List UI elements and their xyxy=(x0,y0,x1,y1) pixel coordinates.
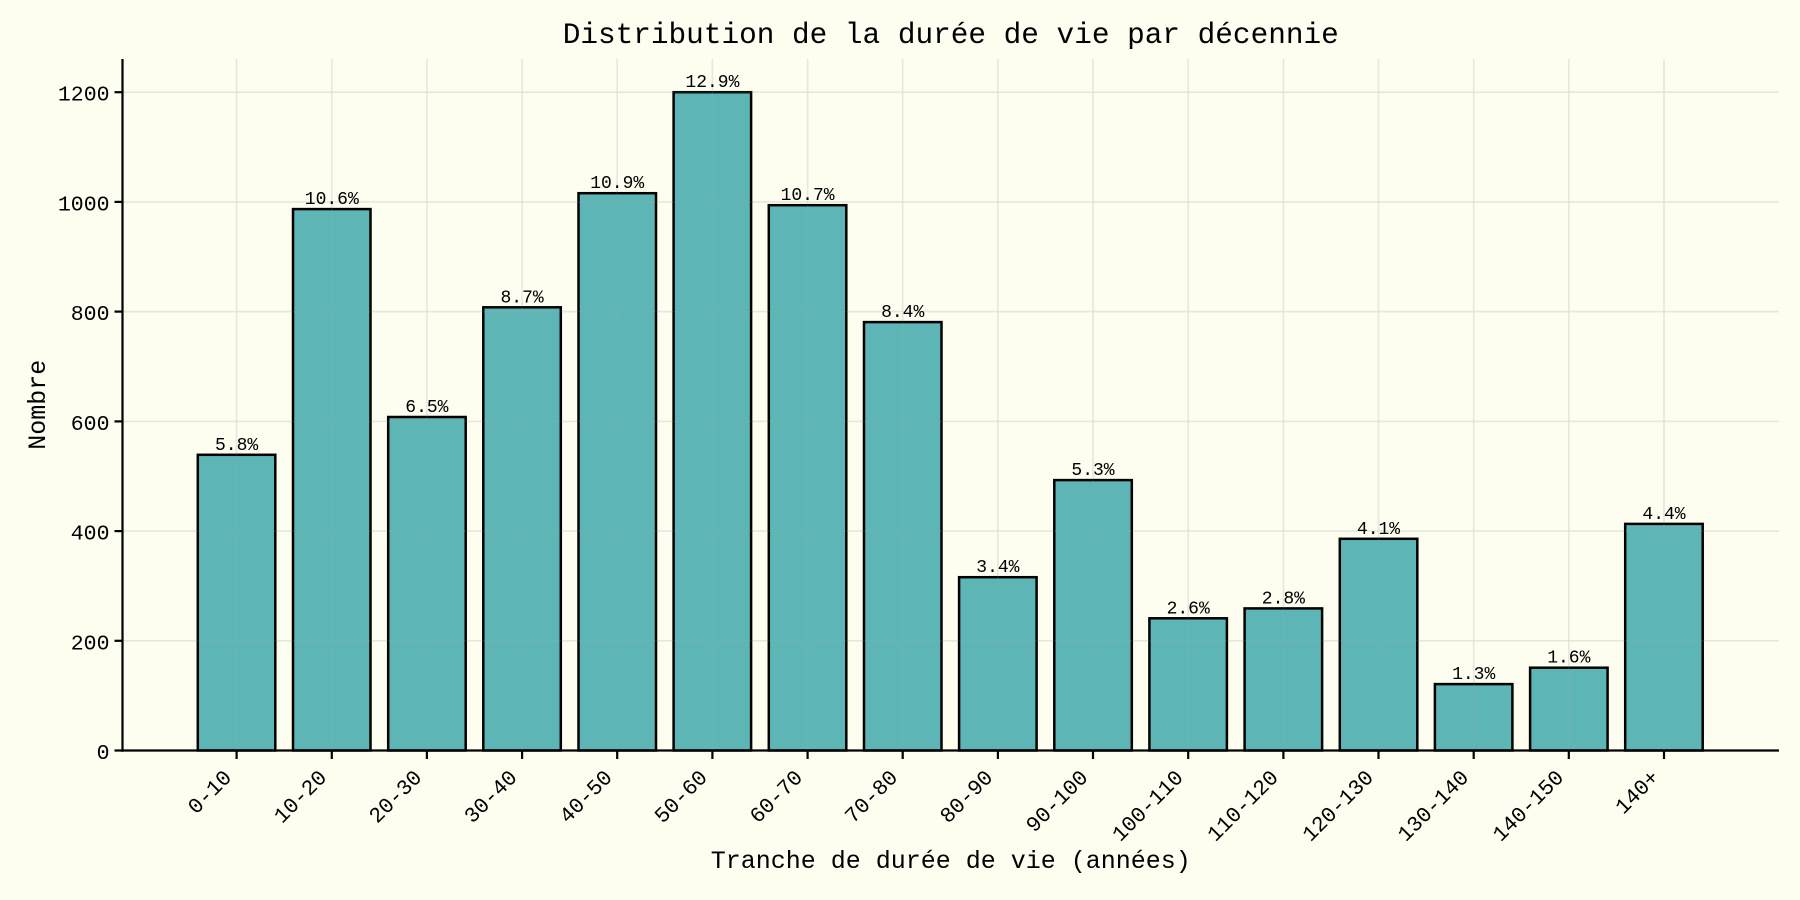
svg-text:400: 400 xyxy=(71,523,110,547)
svg-text:8.7%: 8.7% xyxy=(500,288,543,308)
svg-text:0: 0 xyxy=(97,742,110,766)
svg-text:600: 600 xyxy=(71,413,110,437)
svg-text:4.4%: 4.4% xyxy=(1642,505,1685,525)
svg-text:5.8%: 5.8% xyxy=(215,436,258,456)
svg-text:6.5%: 6.5% xyxy=(405,398,448,418)
svg-text:10.9%: 10.9% xyxy=(590,174,644,194)
svg-text:Tranche de durée de vie (année: Tranche de durée de vie (années) xyxy=(711,847,1191,876)
svg-text:10.6%: 10.6% xyxy=(305,190,359,210)
svg-text:2.8%: 2.8% xyxy=(1262,589,1305,609)
svg-text:1.6%: 1.6% xyxy=(1547,649,1590,669)
svg-text:1.3%: 1.3% xyxy=(1452,665,1495,685)
svg-text:12.9%: 12.9% xyxy=(685,73,739,93)
svg-text:1000: 1000 xyxy=(58,193,110,217)
svg-text:Distribution de la durée de vi: Distribution de la durée de vie par déce… xyxy=(563,19,1339,52)
svg-text:8.4%: 8.4% xyxy=(881,303,924,323)
svg-text:200: 200 xyxy=(71,632,110,656)
svg-text:4.1%: 4.1% xyxy=(1357,520,1400,540)
svg-text:3.4%: 3.4% xyxy=(976,558,1019,578)
svg-text:10.7%: 10.7% xyxy=(781,186,835,206)
svg-text:1200: 1200 xyxy=(58,84,110,108)
svg-text:5.3%: 5.3% xyxy=(1071,461,1114,481)
svg-text:Nombre: Nombre xyxy=(24,360,53,450)
svg-text:800: 800 xyxy=(71,303,110,327)
svg-text:2.6%: 2.6% xyxy=(1167,599,1210,619)
